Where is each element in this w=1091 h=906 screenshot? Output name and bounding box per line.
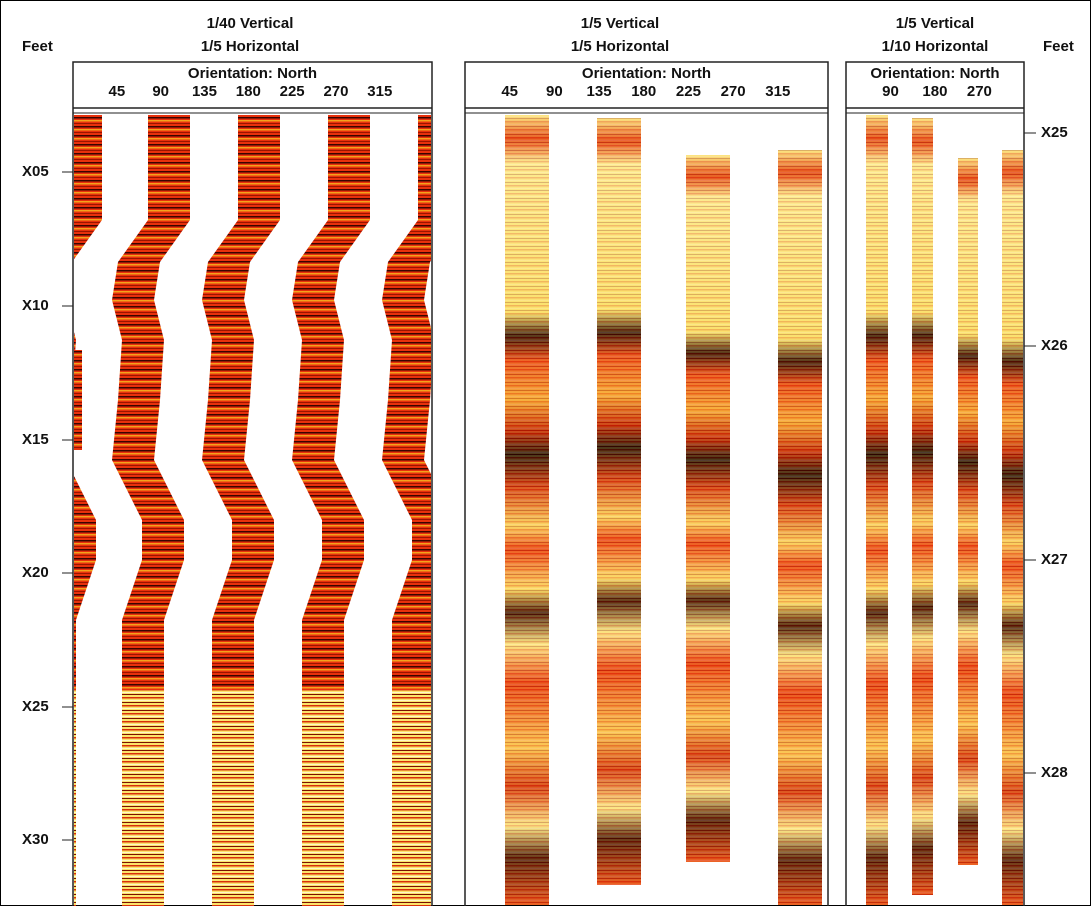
tick-label: 270	[721, 83, 746, 100]
depth-label: X15	[22, 431, 49, 448]
depth-label: X25	[1041, 124, 1068, 141]
image-strip-texture	[866, 115, 888, 905]
image-strip-texture	[686, 155, 730, 862]
tick-label: 180	[631, 83, 656, 100]
tick-label: 90	[546, 83, 563, 100]
tick-label: 270	[323, 83, 348, 100]
tick-label: 315	[765, 83, 790, 100]
axis-label: Orientation: North	[582, 65, 711, 82]
panel-title: 1/5 Horizontal	[201, 38, 299, 55]
axis-unit: Feet	[1043, 38, 1074, 55]
axis-label: Orientation: North	[870, 65, 999, 82]
depth-label: X25	[22, 698, 49, 715]
image-strip-texture	[505, 115, 549, 905]
panel-title: 1/10 Horizontal	[882, 38, 989, 55]
image-strip-texture	[912, 118, 933, 895]
image-strips	[26, 115, 1023, 906]
image-strip-texture	[1002, 150, 1023, 905]
panel-title: 1/5 Vertical	[896, 15, 974, 32]
image-strip	[74, 350, 82, 450]
tick-label: 180	[922, 83, 947, 100]
figure: 1/40 Vertical 1/5 Horizontal Orientation: …	[0, 0, 1091, 906]
tick-label: 45	[108, 83, 125, 100]
image-strip-texture	[778, 150, 822, 905]
image-strip	[26, 115, 102, 906]
tick-label: 225	[676, 83, 701, 100]
depth-label: X26	[1041, 337, 1068, 354]
panel-title: 1/5 Vertical	[581, 15, 659, 32]
axis-unit: Feet	[22, 38, 53, 55]
image-strip-texture	[597, 118, 641, 885]
panel-title: 1/5 Horizontal	[571, 38, 669, 55]
tick-label: 45	[501, 83, 518, 100]
depth-label: X30	[22, 831, 49, 848]
tick-label: 225	[280, 83, 305, 100]
depth-label: X10	[22, 297, 49, 314]
panel-title: 1/40 Vertical	[207, 15, 294, 32]
tick-label: 90	[882, 83, 899, 100]
depth-label: X05	[22, 163, 49, 180]
tick-label: 90	[152, 83, 169, 100]
image-strip-texture	[958, 158, 978, 865]
depth-label: X28	[1041, 764, 1068, 781]
axis-label: Orientation: North	[188, 65, 317, 82]
tick-label: 135	[587, 83, 612, 100]
tick-label: 135	[192, 83, 217, 100]
depth-label: X20	[22, 564, 49, 581]
tick-label: 315	[367, 83, 392, 100]
depth-label: X27	[1041, 551, 1068, 568]
tick-label: 270	[967, 83, 992, 100]
tick-label: 180	[236, 83, 261, 100]
